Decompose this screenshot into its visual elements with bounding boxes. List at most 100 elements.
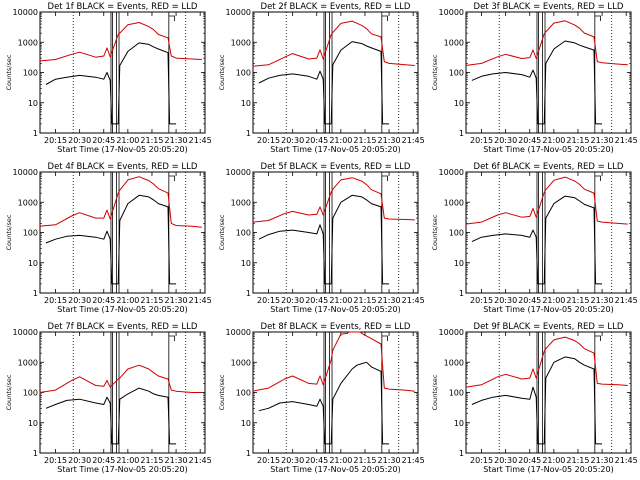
x-tick-label: 21:45 [402, 296, 425, 305]
events-series-line [45, 387, 177, 445]
y-tick-label: 1 [459, 449, 464, 458]
y-tick-label: 10000 [439, 8, 464, 17]
y-tick-label: 1000 [18, 38, 38, 47]
events-series-line [258, 194, 390, 285]
y-axis-label: Counts/sec [431, 374, 439, 410]
x-tick-label: 20:30 [281, 456, 304, 465]
events-series-line [471, 40, 603, 125]
y-tick-label: 10000 [13, 328, 38, 337]
x-tick-label: 21:15 [140, 136, 163, 145]
lld-series-line [39, 176, 202, 228]
y-tick-label: 1000 [444, 38, 464, 47]
y-tick-label: 1000 [231, 358, 251, 367]
plot-frame [39, 331, 206, 454]
y-tick-label: 1000 [444, 198, 464, 207]
y-tick-label: 1000 [444, 358, 464, 367]
y-tick-label: 10000 [226, 168, 251, 177]
x-tick-label: 20:45 [305, 456, 328, 465]
x-tick-label: 21:45 [189, 136, 212, 145]
x-tick-label: 21:15 [353, 456, 376, 465]
x-tick-label: 21:30 [165, 296, 188, 305]
x-tick-label: 21:30 [165, 456, 188, 465]
y-tick-label: 1 [246, 449, 251, 458]
x-tick-label: 20:30 [494, 136, 517, 145]
y-tick-label: 1 [246, 289, 251, 298]
y-tick-label: 100 [236, 389, 251, 398]
y-tick-label: 1 [459, 289, 464, 298]
x-tick-label: 21:00 [542, 296, 565, 305]
x-tick-label: 20:15 [44, 296, 67, 305]
x-tick-label: 20:15 [44, 136, 67, 145]
x-tick-label: 20:15 [257, 456, 280, 465]
chart-panel-det-8f: Det 8f BLACK = Events, RED = LLD 1 10 100 10… [213, 320, 426, 480]
lld-series-line [39, 22, 202, 62]
plot-frame [465, 11, 632, 134]
x-tick-label: 21:30 [165, 136, 188, 145]
x-axis-label: Start Time (17-Nov-05 20:05:20) [57, 145, 187, 154]
x-tick-label: 20:45 [518, 136, 541, 145]
x-tick-label: 21:00 [542, 136, 565, 145]
x-tick-label: 20:45 [305, 296, 328, 305]
x-tick-label: 21:15 [566, 136, 589, 145]
x-tick-label: 21:45 [615, 136, 638, 145]
attenuator-bracket [594, 15, 601, 21]
y-tick-label: 10 [454, 99, 464, 108]
x-tick-label: 21:45 [402, 136, 425, 145]
events-series-line [471, 195, 603, 285]
x-axis-label: Start Time (17-Nov-05 20:05:20) [57, 305, 187, 314]
chart-title: Det 7f BLACK = Events, RED = LLD [48, 322, 198, 332]
x-tick-label: 21:30 [591, 456, 614, 465]
attenuator-bracket [594, 335, 601, 341]
attenuator-bracket [381, 15, 388, 21]
chart-title: Det 2f BLACK = Events, RED = LLD [261, 2, 411, 12]
chart-panel-det-7f: Det 7f BLACK = Events, RED = LLD 1 10 100 10… [0, 320, 213, 480]
plot-frame [465, 171, 632, 294]
chart-panel-det-4f: Det 4f BLACK = Events, RED = LLD 1 10 100 10… [0, 160, 213, 320]
y-tick-label: 10 [28, 419, 38, 428]
attenuator-bracket [381, 335, 388, 341]
x-tick-label: 21:00 [329, 296, 352, 305]
x-axis-label: Start Time (17-Nov-05 20:05:20) [483, 305, 613, 314]
x-tick-label: 21:15 [566, 456, 589, 465]
events-series-line [45, 194, 177, 285]
x-tick-label: 20:45 [92, 296, 115, 305]
chart-svg: Det 6f BLACK = Events, RED = LLD 1 10 100 10… [431, 162, 638, 314]
x-tick-label: 21:45 [615, 296, 638, 305]
chart-svg: Det 3f BLACK = Events, RED = LLD 1 10 100 10… [431, 2, 638, 154]
plot-frame [465, 331, 632, 454]
y-tick-label: 1 [33, 449, 38, 458]
y-tick-label: 10 [454, 419, 464, 428]
y-tick-label: 100 [23, 69, 38, 78]
y-tick-label: 10000 [13, 168, 38, 177]
y-axis-label: Counts/sec [218, 214, 226, 250]
y-axis-label: Counts/sec [5, 214, 13, 250]
x-tick-label: 21:45 [402, 456, 425, 465]
y-tick-label: 1000 [231, 198, 251, 207]
y-tick-label: 10000 [13, 8, 38, 17]
x-tick-label: 20:30 [281, 296, 304, 305]
events-series-line [45, 42, 177, 125]
x-tick-label: 21:00 [116, 456, 139, 465]
chart-panel-det-2f: Det 2f BLACK = Events, RED = LLD 1 10 100 10… [213, 0, 426, 160]
attenuator-bracket [168, 175, 175, 181]
x-tick-label: 20:45 [92, 136, 115, 145]
chart-svg: Det 9f BLACK = Events, RED = LLD 1 10 100 10… [431, 322, 638, 474]
x-tick-label: 21:45 [189, 456, 212, 465]
attenuator-bracket [168, 335, 175, 341]
attenuator-bracket [594, 175, 601, 181]
chart-svg: Det 4f BLACK = Events, RED = LLD 1 10 100 10… [5, 162, 212, 314]
x-tick-label: 21:30 [591, 136, 614, 145]
x-tick-label: 20:30 [494, 296, 517, 305]
x-tick-label: 20:15 [470, 136, 493, 145]
chart-panel-det-1f: Det 1f BLACK = Events, RED = LLD 1 10 100 10… [0, 0, 213, 160]
x-tick-label: 20:45 [92, 456, 115, 465]
x-tick-label: 20:30 [281, 136, 304, 145]
chart-svg: Det 7f BLACK = Events, RED = LLD 1 10 100 10… [5, 322, 212, 474]
y-tick-label: 10000 [439, 328, 464, 337]
chart-svg: Det 1f BLACK = Events, RED = LLD 1 10 100 10… [5, 2, 212, 154]
y-tick-label: 1000 [231, 38, 251, 47]
x-axis-label: Start Time (17-Nov-05 20:05:20) [270, 465, 400, 474]
chart-title: Det 3f BLACK = Events, RED = LLD [474, 2, 624, 12]
chart-svg: Det 8f BLACK = Events, RED = LLD 1 10 100 10… [218, 322, 425, 474]
